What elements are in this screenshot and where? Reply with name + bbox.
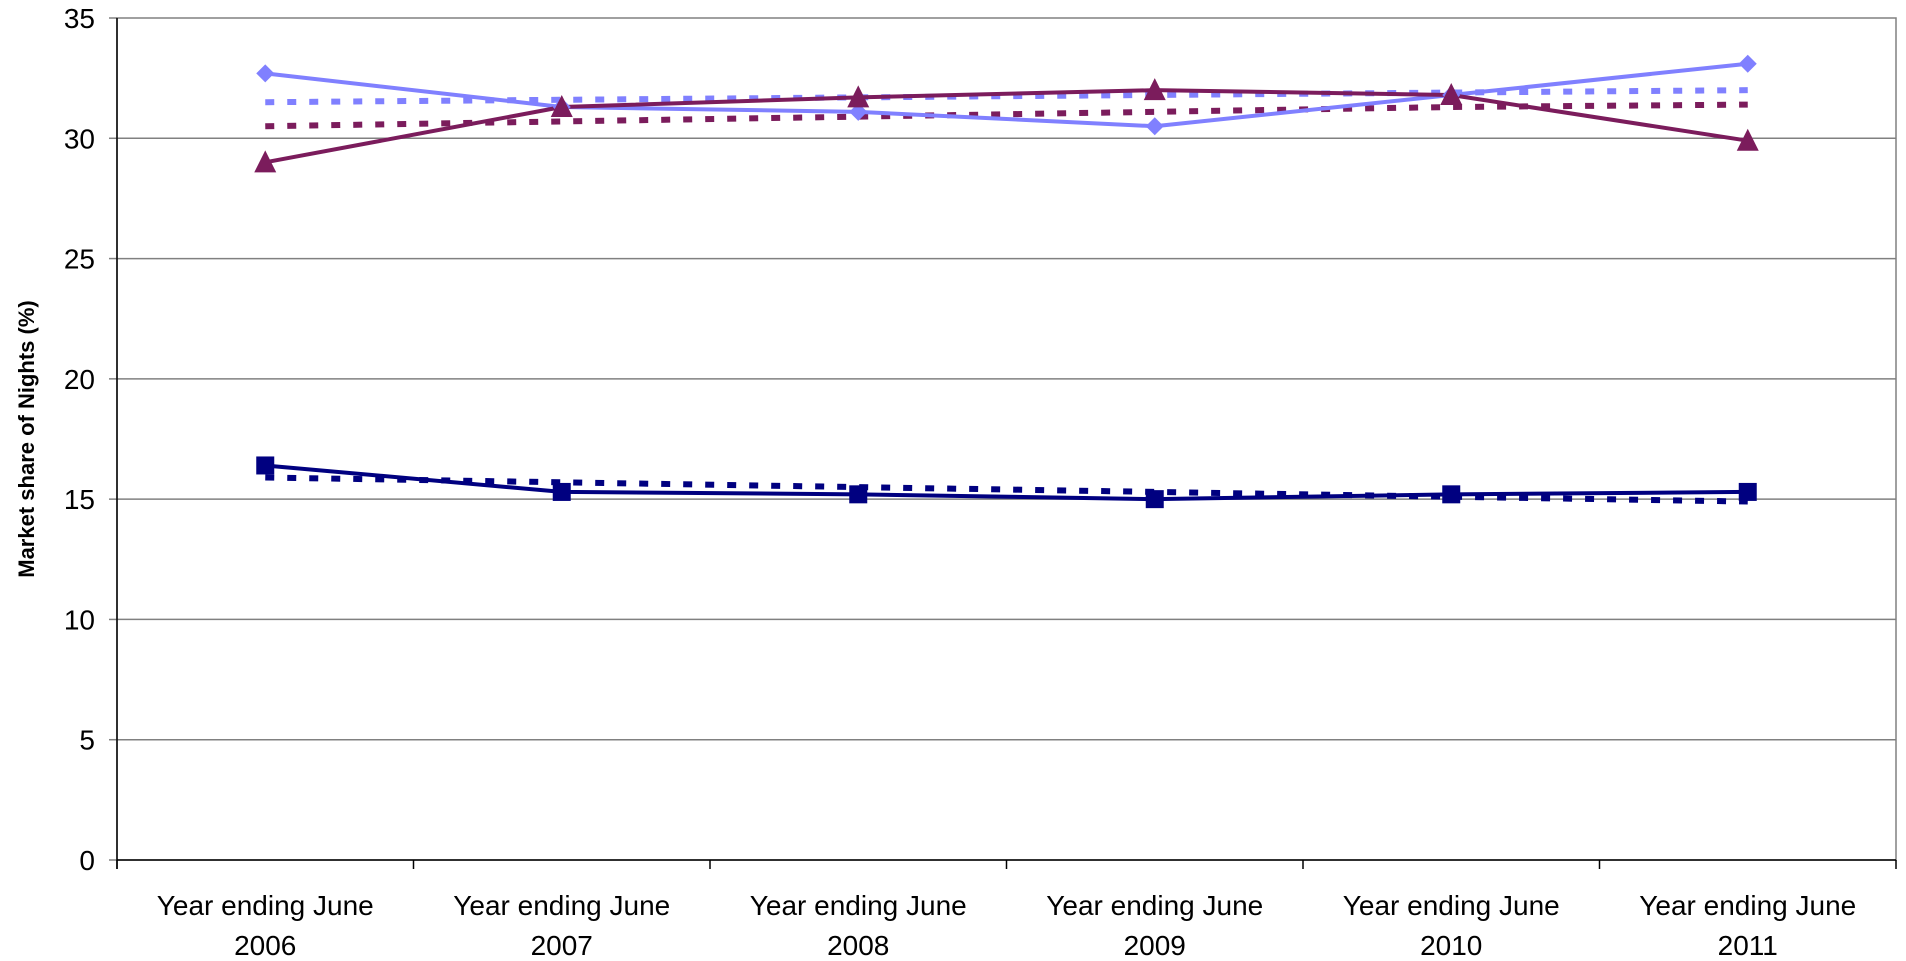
x-tick-label: Year ending June 2011	[1639, 890, 1856, 961]
trendline-3	[265, 474, 1748, 505]
y-tick-label: 0	[79, 845, 95, 876]
gridlines	[117, 137, 1896, 741]
triangle-marker	[847, 85, 870, 108]
plot-area	[116, 17, 1897, 861]
series-markers	[254, 54, 1759, 509]
series-line-2	[264, 88, 1749, 165]
y-tick-label: 30	[64, 123, 95, 154]
y-tick-label: 35	[64, 3, 95, 34]
triangle-marker	[1736, 128, 1759, 151]
series-lines	[264, 61, 1749, 502]
square-marker	[1738, 482, 1757, 501]
tick-labels: 0 5 10 15 20 25 30 35 Year ending June 2006 Year e…	[64, 3, 1856, 961]
square-marker	[1145, 490, 1164, 509]
trendline-2	[265, 101, 1748, 130]
axes	[109, 17, 1897, 869]
x-tick-label: Year ending June 2006	[157, 890, 374, 961]
trendlines	[265, 87, 1748, 505]
triangle-marker	[550, 95, 573, 118]
x-tick-label: Year ending June 2009	[1046, 890, 1263, 961]
x-tick-label: Year ending June 2010	[1343, 890, 1560, 961]
series-line-3	[265, 463, 1748, 502]
square-marker	[552, 482, 571, 501]
y-tick-label: 5	[79, 725, 95, 756]
triangle-marker	[1440, 82, 1463, 105]
x-tick-label: Year ending June 2007	[453, 890, 670, 961]
y-tick-label: 15	[64, 484, 95, 515]
diamond-marker	[1738, 54, 1757, 73]
series-line-1	[265, 61, 1748, 129]
y-axis-title: Market share of Nights (%)	[14, 300, 39, 578]
y-tick-label: 10	[64, 604, 95, 635]
diamond-marker	[256, 64, 275, 83]
y-tick-label: 25	[64, 244, 95, 275]
y-tick-label: 20	[64, 364, 95, 395]
square-marker	[1442, 485, 1461, 504]
square-marker	[849, 485, 868, 504]
triangle-marker	[254, 150, 277, 173]
triangle-marker	[1143, 78, 1166, 101]
square-marker	[256, 456, 275, 475]
diamond-marker	[1145, 117, 1164, 136]
x-tick-label: Year ending June 2008	[750, 890, 967, 961]
